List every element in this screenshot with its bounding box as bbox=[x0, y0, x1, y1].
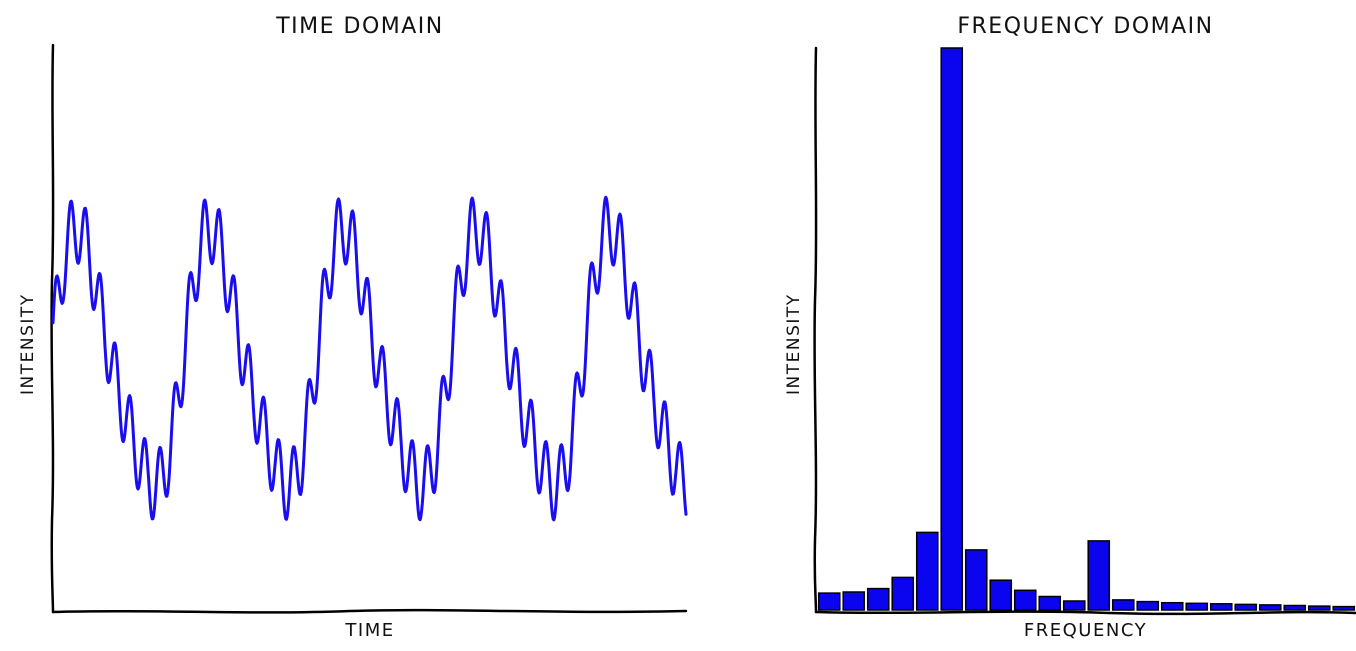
bar-7 bbox=[964, 549, 988, 611]
bar-8 bbox=[989, 579, 1013, 611]
bar-17 bbox=[1209, 603, 1233, 611]
time-domain-plot bbox=[50, 43, 688, 614]
bar-3 bbox=[866, 587, 890, 611]
bar-1 bbox=[817, 592, 841, 611]
bar-19 bbox=[1258, 604, 1282, 611]
x-axis-line bbox=[814, 610, 1356, 616]
bar-22 bbox=[1332, 605, 1356, 611]
bar-21 bbox=[1307, 605, 1331, 611]
chart-title: FREQUENCY DOMAIN bbox=[957, 14, 1214, 39]
bar-6 bbox=[940, 47, 964, 611]
bar-4 bbox=[891, 576, 915, 611]
x-axis-line bbox=[51, 608, 688, 614]
bar-9 bbox=[1013, 589, 1037, 611]
bar-16 bbox=[1185, 602, 1209, 611]
frequency-domain-chart: FREQUENCY DOMAIN INTENSITY FREQUENCY bbox=[760, 0, 1356, 651]
bar-2 bbox=[842, 591, 866, 611]
chart-title: TIME DOMAIN bbox=[276, 14, 444, 39]
bar-10 bbox=[1038, 595, 1062, 611]
bar-18 bbox=[1234, 603, 1258, 611]
bar-11 bbox=[1062, 600, 1086, 611]
frequency-domain-plot bbox=[813, 46, 1356, 616]
bar-5 bbox=[915, 531, 939, 611]
y-axis-line bbox=[813, 46, 818, 614]
y-axis-line bbox=[50, 43, 55, 614]
bar-12 bbox=[1087, 540, 1111, 611]
bar-13 bbox=[1111, 599, 1135, 611]
bar-14 bbox=[1136, 600, 1160, 611]
time-series-line bbox=[51, 195, 688, 522]
x-axis-label: TIME bbox=[345, 620, 395, 641]
bar-20 bbox=[1283, 604, 1307, 611]
time-domain-chart: TIME DOMAIN INTENSITY TIME bbox=[18, 14, 688, 641]
bars-group bbox=[817, 47, 1356, 611]
bar-15 bbox=[1160, 601, 1184, 611]
x-axis-label: FREQUENCY bbox=[1023, 620, 1148, 641]
